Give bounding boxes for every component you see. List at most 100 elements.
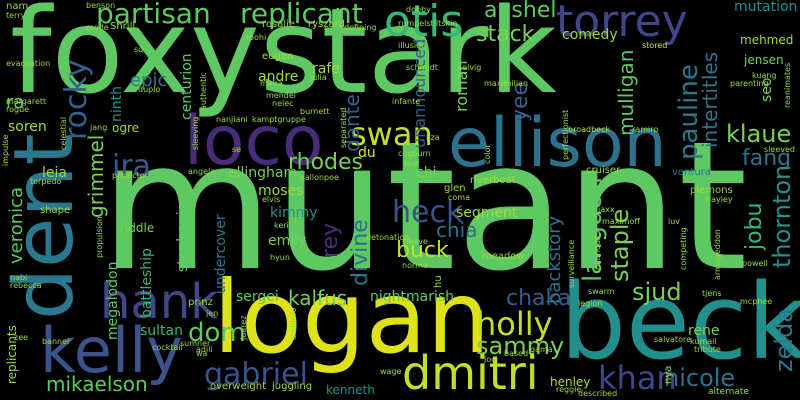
word-evacuation: evacuation [6,59,51,68]
word-banner: banner [42,337,71,346]
word-stephanie: stephanie [175,202,191,272]
word-julia: julia [310,73,327,82]
word-nya: nya [663,365,674,384]
word-joo: joo [484,355,497,364]
word-parenting: parenting [730,79,769,88]
word-powell: powell [742,259,768,268]
word-stack: stack [476,22,535,47]
word-riddle: riddle [120,221,155,235]
word-hyun: hyun [270,253,290,262]
word-emily: emily [268,233,307,249]
word-maximilian: maximilian [484,79,529,88]
word-nabi: nabi [10,273,28,282]
word-jen: jen [206,309,219,318]
word-diablero: diablero [289,307,298,340]
word-leia: leia [42,165,67,181]
word-zee: zee [14,333,29,342]
word-illusion: illusion [398,41,427,50]
word-grimmel: grimmel [84,134,108,218]
word-se: se [232,145,242,154]
word-swan: swan [350,115,433,153]
word-divine: divine [348,219,373,286]
word-riverboat: riverboat [470,175,516,186]
word-veronica: veronica [6,186,27,264]
word-color: color [483,144,492,164]
word-kuang: kuang [752,71,777,80]
word-holly: holly [476,305,553,343]
word-selvig: selvig [458,63,482,72]
word-defining: defining [344,23,377,32]
word-benson: benson [86,1,116,10]
word-perfectionist: perfectionist [561,109,570,160]
word-authentic: authentic [199,72,208,110]
word-nanjiani: nanjiani [216,115,248,124]
word-chi: chi [416,165,437,181]
word-zelda: zelda [770,308,798,372]
word-jobu: jobu [742,202,767,250]
word-fang: fang [742,146,792,171]
word-gama: gama [530,345,553,354]
word-replicants: replicants [5,325,19,384]
word-hu: hu [433,275,444,288]
word-based: based [504,349,529,358]
word-partisan: partisan [96,0,211,30]
word-klaue: klaue [726,120,792,148]
word-sleeving: sleeving [191,116,200,150]
word-foxystark: foxystark [10,0,557,120]
word-buck: buck [396,238,449,263]
word-hayley: hayley [706,195,733,204]
word-mcphee: mcphee [740,297,773,306]
word-sumner: sumner [180,339,211,348]
word-juggling: juggling [272,381,313,392]
word-overweight: overweight [210,381,267,392]
word-wa: wa [196,349,208,358]
word-gabriel: gabriel [204,357,308,392]
word-salvatore: salvatore [654,335,691,344]
word-coma: coma [448,193,470,202]
word-schmidt: schmidt [406,63,438,72]
word-vallon: vallon [300,173,325,182]
word-kamptgruppe: kamptgruppe [252,115,306,124]
word-surveillance: surveillance [567,239,576,288]
word-luv: luv [668,217,681,226]
word-tribute: tribute [694,345,721,354]
word-sleeve: sleeve [402,237,428,246]
word-hilarious: hilarious [593,235,602,270]
word-hank: hank [100,274,219,330]
word-beck: beck [560,261,800,383]
word-sq: sq [134,45,144,54]
word-jang: jang [90,123,108,132]
word-celestial: celestial [59,116,68,150]
word-infante: infante [392,97,421,106]
word-separated: separated [339,107,348,148]
word-mana: mana [260,79,283,88]
word-anshel: anshel [484,0,557,23]
word-rene: rene [688,323,720,339]
word-mutant: mutant [100,103,748,310]
word-norma: norma [402,261,428,270]
word-terry: terry [6,11,26,20]
word-kalfus: kalfus [288,286,348,310]
word-plemons: plemons [690,185,733,196]
word-ninth: ninth [109,86,125,122]
word-rebecca: rebecca [10,281,42,290]
word-ira: ira [112,149,152,184]
word-jensen: jensen [744,53,784,67]
word-nelec: nelec [272,99,294,108]
word-keri: keri [274,221,289,230]
word-battleship: battleship [139,248,155,318]
word-angela: angela [188,167,216,176]
word-dobby: dobby [406,5,431,14]
word-nicole: nicole [664,364,736,392]
word-replicant: replicant [240,0,363,30]
word-mode: mode [86,23,109,32]
word-rey: rey [318,222,343,258]
word-undercover: undercover [213,214,229,294]
word-kenneth: kenneth [326,383,375,397]
word-torrey: torrey [556,0,688,47]
word-legion: legion [578,299,603,308]
word-projector: projector [112,171,148,180]
word-megalodon: megalodon [105,261,121,341]
word-liza: liza [426,133,440,142]
